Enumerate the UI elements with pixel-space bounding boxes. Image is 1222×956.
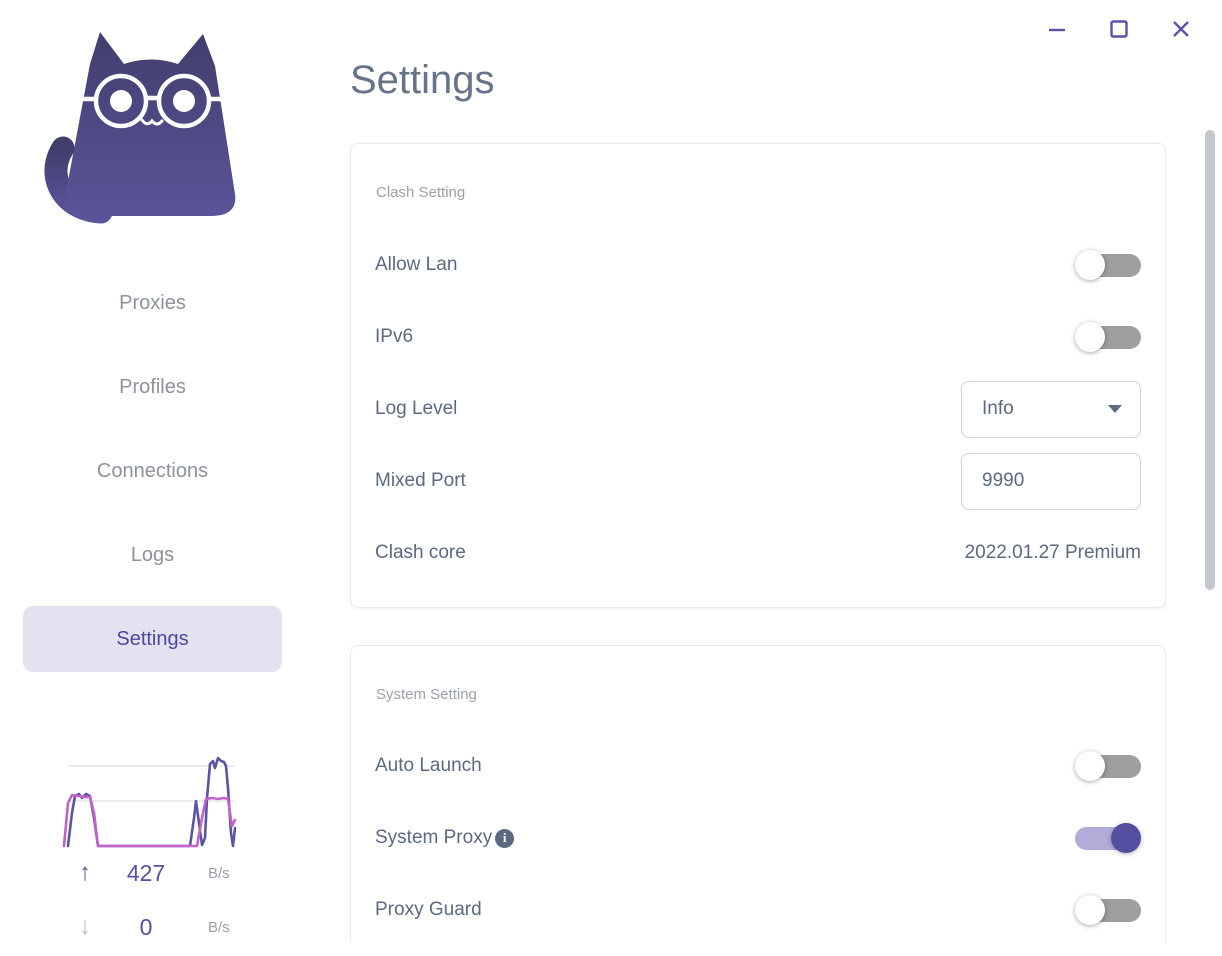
card-system-setting: System Setting Auto Launch System Proxy i Pr… [350,645,1166,942]
download-unit: B/s [208,918,230,936]
setting-row-mixed-port: Mixed Port [375,445,1141,517]
traffic-line-down [62,793,237,848]
setting-value-clash-core: 2022.01.27 Premium [964,542,1141,563]
sidebar-item-profiles[interactable]: Profiles [119,375,186,398]
input-mixed-port[interactable] [961,452,1141,510]
setting-row-log-level: Log Level Info [375,373,1141,445]
sidebar-item-logs[interactable]: Logs [130,543,175,566]
setting-row-allow-lan: Allow Lan [375,229,1141,301]
maximize-icon [1110,20,1128,38]
sidebar-item-proxies[interactable]: Proxies [119,291,186,314]
setting-label: Allow Lan [375,254,458,275]
setting-label: IPv6 [375,326,414,347]
toggle-knob [1075,751,1105,781]
maximize-button[interactable] [1106,16,1132,42]
download-value: 0 [139,913,153,940]
setting-row-proxy-guard: Proxy Guard [375,874,1141,942]
minimize-button[interactable] [1044,16,1070,42]
toggle-knob [1075,895,1105,925]
minimize-icon [1049,28,1065,32]
setting-label: Proxy Guard [375,899,482,920]
setting-row-system-proxy: System Proxy i [375,802,1141,874]
setting-label: Clash core [375,542,466,563]
info-icon[interactable]: i [495,828,515,848]
chevron-down-icon [1108,405,1122,413]
toggle-ipv6[interactable] [1075,322,1141,352]
setting-row-auto-launch: Auto Launch [375,730,1141,802]
select-value: Info [982,398,1014,419]
close-icon [1173,21,1189,37]
window-controls [1044,16,1194,42]
toggle-auto-launch[interactable] [1075,751,1141,781]
close-button[interactable] [1168,16,1194,42]
upload-speed: ↑ 427 B/s [62,857,238,889]
main-content: Settings Clash Setting Allow Lan IPv6 Log L… [350,0,1166,942]
upload-unit: B/s [208,864,230,882]
setting-label: Mixed Port [375,470,466,491]
toggle-allow-lan[interactable] [1075,250,1141,280]
sidebar: Proxies Profiles Connections Logs Settings ↑… [0,0,305,956]
setting-row-clash-core: Clash core 2022.01.27 Premium [375,517,1141,589]
download-speed: ↓ 0 B/s [62,911,238,943]
upload-value: 427 [126,859,166,886]
setting-label: Log Level [375,398,458,419]
toggle-proxy-guard[interactable] [1075,895,1141,925]
section-label: System Setting [376,686,477,703]
setting-label: Auto Launch [375,755,482,776]
toggle-system-proxy[interactable] [1075,823,1141,853]
select-log-level[interactable]: Info [961,380,1141,438]
page-title: Settings [350,58,495,102]
toggle-knob [1111,823,1141,853]
setting-row-ipv6: IPv6 [375,301,1141,373]
traffic-minigraph [62,756,237,848]
setting-label: System Proxy [375,827,493,848]
down-arrow-icon: ↓ [79,913,91,940]
sidebar-item-settings[interactable]: Settings [23,606,282,672]
sidebar-nav: Proxies Profiles Connections Logs Settings [23,270,282,690]
card-clash-setting: Clash Setting Allow Lan IPv6 Log Level Info M… [350,143,1166,608]
up-arrow-icon: ↑ [79,859,91,886]
section-label: Clash Setting [376,184,466,201]
clash-cat-logo [38,26,270,226]
toggle-knob [1075,322,1105,352]
sidebar-item-connections[interactable]: Connections [96,459,209,482]
scrollbar-thumb[interactable] [1205,130,1215,590]
toggle-knob [1075,250,1105,280]
